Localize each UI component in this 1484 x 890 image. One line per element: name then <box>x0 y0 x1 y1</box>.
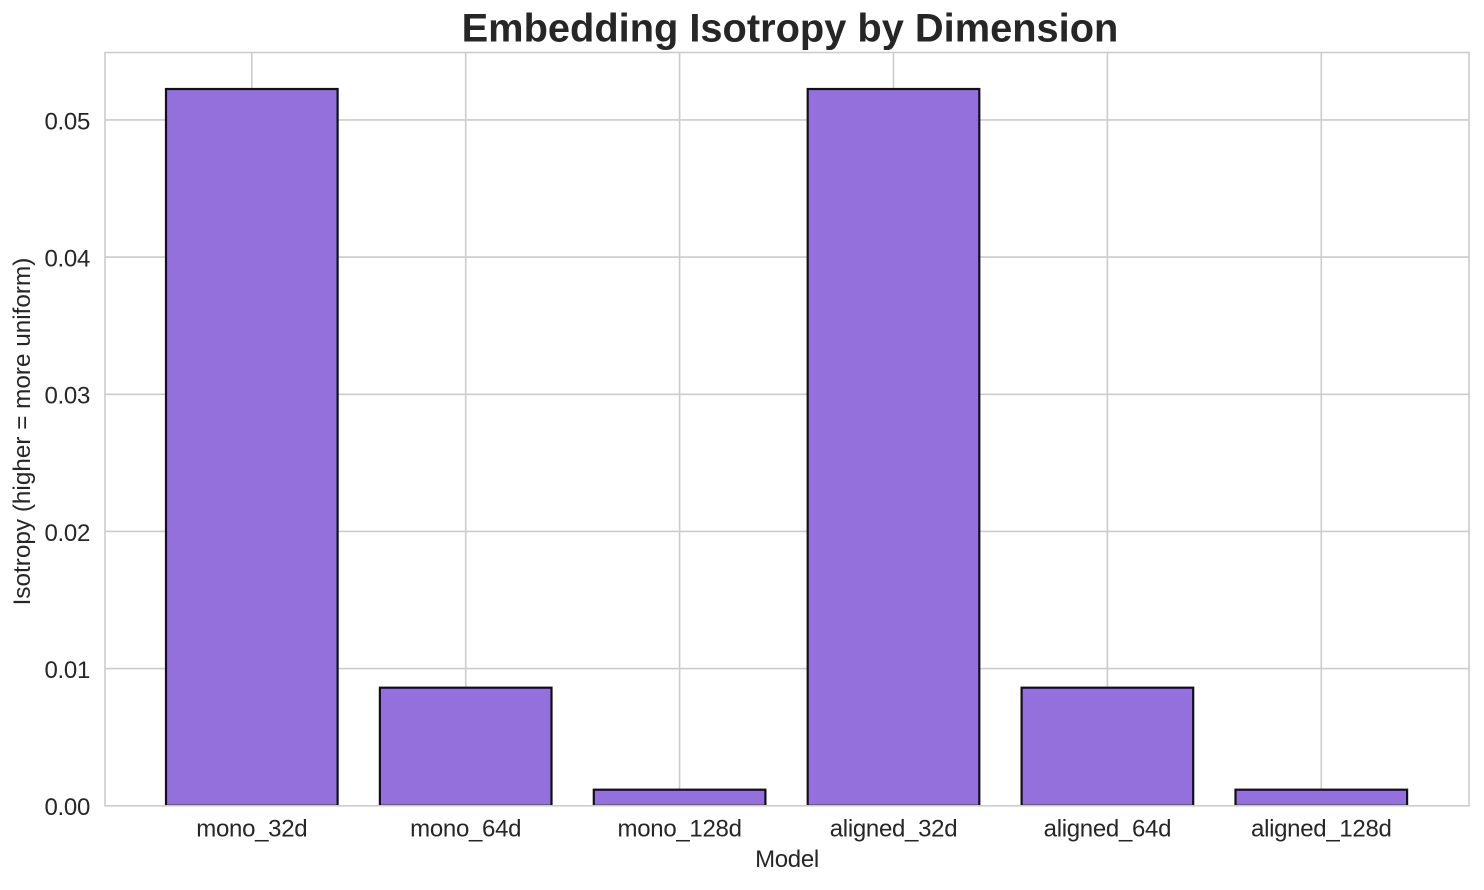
svg-text:0.03: 0.03 <box>44 383 90 410</box>
svg-text:aligned_64d: aligned_64d <box>1044 815 1172 842</box>
svg-text:0.04: 0.04 <box>44 246 90 273</box>
svg-text:0.01: 0.01 <box>44 657 90 684</box>
svg-text:Embedding Isotropy by Dimensio: Embedding Isotropy by Dimension <box>462 6 1119 50</box>
svg-text:0.05: 0.05 <box>44 108 90 135</box>
svg-text:mono_64d: mono_64d <box>410 815 521 842</box>
svg-text:mono_128d: mono_128d <box>618 815 742 842</box>
svg-text:Model: Model <box>755 846 819 873</box>
svg-text:0.00: 0.00 <box>44 794 90 821</box>
svg-text:Isotropy (higher = more unifor: Isotropy (higher = more uniform) <box>9 258 36 606</box>
svg-text:mono_32d: mono_32d <box>196 815 307 842</box>
svg-text:aligned_32d: aligned_32d <box>830 815 958 842</box>
svg-text:0.02: 0.02 <box>44 520 90 547</box>
svg-text:aligned_128d: aligned_128d <box>1251 815 1392 842</box>
